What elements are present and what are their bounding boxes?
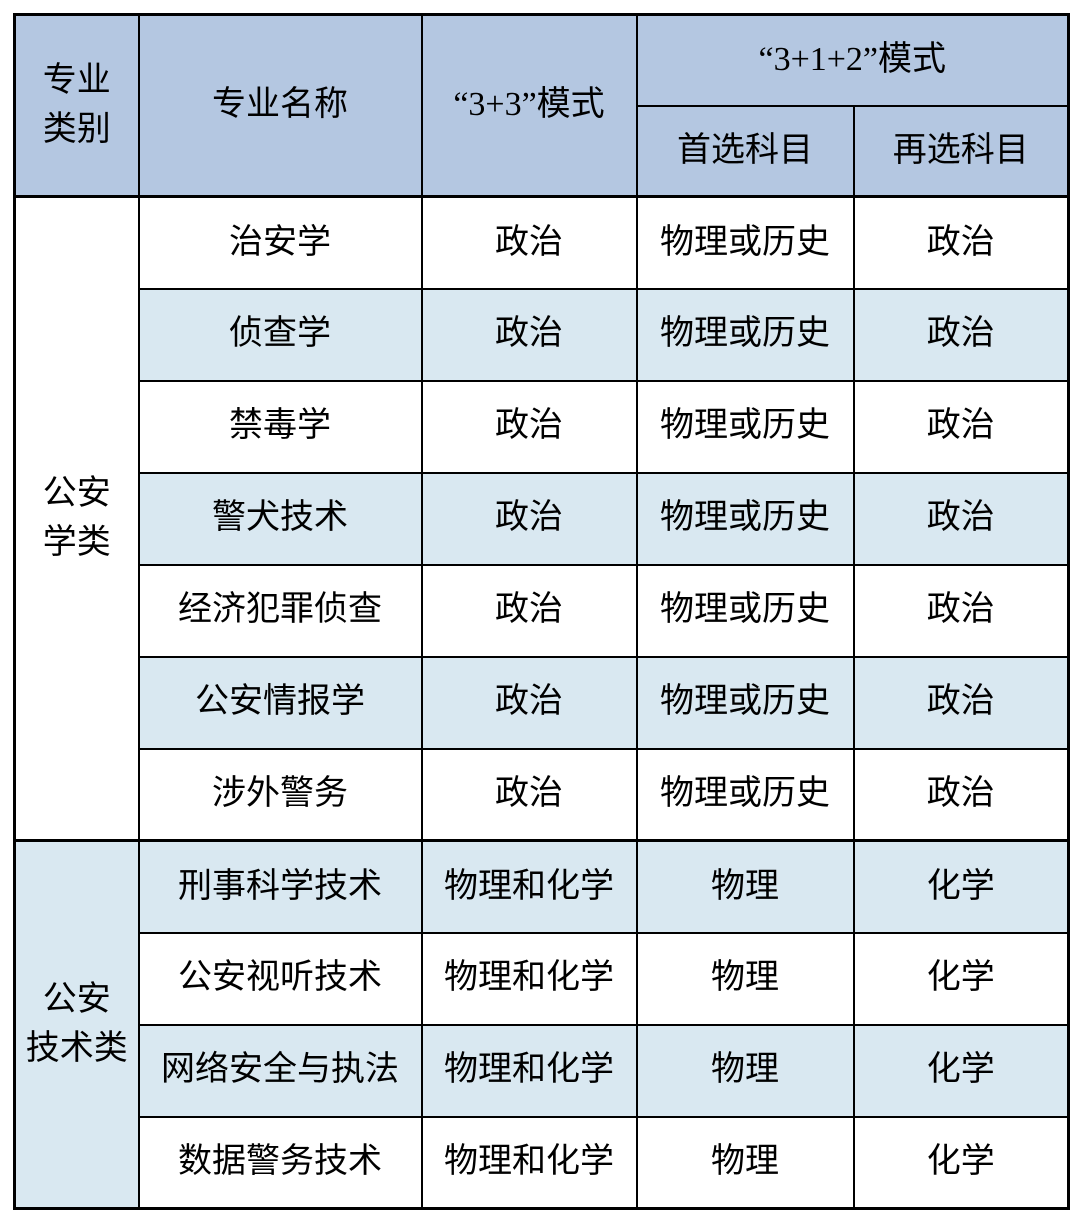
mode-3-3-cell: 政治 bbox=[420, 471, 638, 566]
first-subject-cell: 物理或历史 bbox=[635, 563, 855, 658]
header-row-top: 专业 类别 专业名称 “3+3”模式 “3+1+2”模式 bbox=[13, 13, 1070, 198]
first-subject-cell: 物理或历史 bbox=[635, 379, 855, 474]
second-subject-cell: 化学 bbox=[852, 839, 1070, 934]
major-name-cell: 警犬技术 bbox=[137, 471, 423, 566]
table-row: 涉外警务 政治 物理或历史 政治 bbox=[15, 747, 1070, 842]
mode-3-3-cell: 政治 bbox=[420, 379, 638, 474]
header-second-subject: 再选科目 bbox=[852, 104, 1070, 198]
first-subject-cell: 物理 bbox=[635, 1115, 855, 1210]
major-name-cell: 刑事科学技术 bbox=[137, 839, 423, 934]
major-name-cell: 公安情报学 bbox=[137, 655, 423, 750]
category-cell: 公安 技术类 bbox=[13, 839, 140, 1210]
mode-3-3-cell: 物理和化学 bbox=[420, 1115, 638, 1210]
first-subject-cell: 物理 bbox=[635, 1023, 855, 1118]
header-mode-3-1-2: “3+1+2”模式 bbox=[635, 13, 1070, 107]
second-subject-cell: 化学 bbox=[852, 1023, 1070, 1118]
table-row: 网络安全与执法 物理和化学 物理 化学 bbox=[15, 1023, 1070, 1118]
header-row-sub: 首选科目 再选科目 bbox=[15, 104, 1070, 198]
major-name-cell: 治安学 bbox=[137, 195, 423, 290]
major-name-cell: 公安视听技术 bbox=[137, 931, 423, 1026]
mode-3-3-cell: 物理和化学 bbox=[420, 931, 638, 1026]
second-subject-cell: 化学 bbox=[852, 931, 1070, 1026]
table-header: 专业 类别 专业名称 “3+3”模式 “3+1+2”模式 首选科目 再选科目 bbox=[13, 13, 1070, 198]
header-first-subject: 首选科目 bbox=[635, 104, 855, 198]
major-name-cell: 禁毒学 bbox=[137, 379, 423, 474]
table-row: 侦查学 政治 物理或历史 政治 bbox=[15, 287, 1070, 382]
subject-requirements-table: 专业 类别 专业名称 “3+3”模式 “3+1+2”模式 首选科目 再选科目 公… bbox=[13, 13, 1070, 1210]
mode-3-3-cell: 政治 bbox=[420, 655, 638, 750]
header-mode-3-3: “3+3”模式 bbox=[420, 13, 638, 198]
mode-3-3-cell: 政治 bbox=[420, 287, 638, 382]
second-subject-cell: 政治 bbox=[852, 379, 1070, 474]
mode-3-3-cell: 物理和化学 bbox=[420, 1023, 638, 1118]
major-name-cell: 涉外警务 bbox=[137, 747, 423, 842]
second-subject-cell: 政治 bbox=[852, 287, 1070, 382]
table-row: 公安 技术类 刑事科学技术 物理和化学 物理 化学 bbox=[13, 839, 1070, 1210]
second-subject-cell: 政治 bbox=[852, 747, 1070, 842]
second-subject-cell: 化学 bbox=[852, 1115, 1070, 1210]
category-cell: 公安 学类 bbox=[13, 195, 140, 842]
first-subject-cell: 物理或历史 bbox=[635, 287, 855, 382]
first-subject-cell: 物理 bbox=[635, 839, 855, 934]
first-subject-cell: 物理 bbox=[635, 931, 855, 1026]
table-row: 经济犯罪侦查 政治 物理或历史 政治 bbox=[15, 563, 1070, 658]
second-subject-cell: 政治 bbox=[852, 195, 1070, 290]
header-major-name: 专业名称 bbox=[137, 13, 423, 198]
mode-3-3-cell: 政治 bbox=[420, 195, 638, 290]
table-row: 警犬技术 政治 物理或历史 政治 bbox=[15, 471, 1070, 566]
major-name-cell: 网络安全与执法 bbox=[137, 1023, 423, 1118]
second-subject-cell: 政治 bbox=[852, 471, 1070, 566]
major-name-cell: 数据警务技术 bbox=[137, 1115, 423, 1210]
second-subject-cell: 政治 bbox=[852, 655, 1070, 750]
table-row: 公安 学类 治安学 政治 物理或历史 政治 bbox=[13, 195, 1070, 842]
table-body: 公安 学类 治安学 政治 物理或历史 政治 侦查学 政治 物理或历史 政治 禁毒学 政治 物理或历史政… bbox=[13, 195, 1070, 1210]
mode-3-3-cell: 政治 bbox=[420, 747, 638, 842]
table-row: 公安视听技术 物理和化学 物理 化学 bbox=[15, 931, 1070, 1026]
first-subject-cell: 物理或历史 bbox=[635, 195, 855, 290]
major-name-cell: 侦查学 bbox=[137, 287, 423, 382]
second-subject-cell: 政治 bbox=[852, 563, 1070, 658]
mode-3-3-cell: 政治 bbox=[420, 563, 638, 658]
header-category: 专业 类别 bbox=[13, 13, 140, 198]
major-name-cell: 经济犯罪侦查 bbox=[137, 563, 423, 658]
first-subject-cell: 物理或历史 bbox=[635, 747, 855, 842]
table-row: 禁毒学 政治 物理或历史 政治 bbox=[15, 379, 1070, 474]
table-row: 公安情报学 政治 物理或历史 政治 bbox=[15, 655, 1070, 750]
first-subject-cell: 物理或历史 bbox=[635, 471, 855, 566]
table-row: 数据警务技术 物理和化学 物理 化学 bbox=[15, 1115, 1070, 1210]
first-subject-cell: 物理或历史 bbox=[635, 655, 855, 750]
mode-3-3-cell: 物理和化学 bbox=[420, 839, 638, 934]
